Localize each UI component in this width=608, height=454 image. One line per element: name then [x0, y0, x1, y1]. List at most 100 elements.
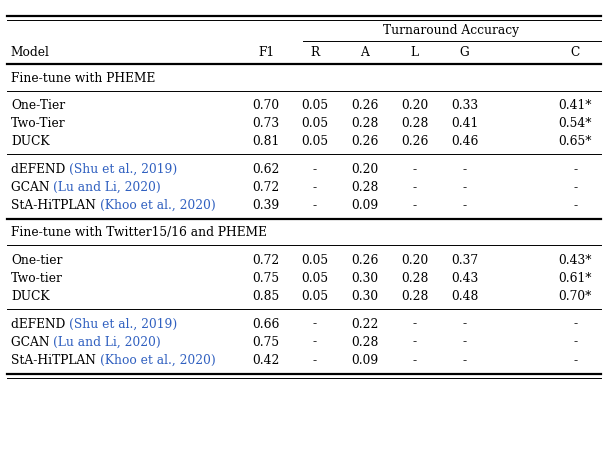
Text: 0.75: 0.75: [253, 272, 280, 285]
Text: G: G: [460, 46, 469, 59]
Text: 0.28: 0.28: [401, 290, 429, 303]
Text: 0.75: 0.75: [253, 336, 280, 349]
Text: 0.05: 0.05: [302, 272, 328, 285]
Text: 0.33: 0.33: [451, 99, 478, 112]
Text: dEFEND: dEFEND: [11, 163, 69, 176]
Text: -: -: [313, 163, 317, 176]
Text: -: -: [413, 181, 416, 194]
Text: (Shu et al., 2019): (Shu et al., 2019): [69, 163, 178, 176]
Text: 0.54*: 0.54*: [558, 117, 592, 130]
Text: 0.20: 0.20: [401, 254, 428, 267]
Text: 0.30: 0.30: [351, 272, 378, 285]
Text: 0.28: 0.28: [351, 336, 379, 349]
Text: -: -: [573, 163, 577, 176]
Text: 0.72: 0.72: [253, 254, 280, 267]
Text: -: -: [463, 318, 466, 331]
Text: -: -: [413, 199, 416, 212]
Text: One-tier: One-tier: [11, 254, 62, 267]
Text: 0.28: 0.28: [351, 117, 379, 130]
Text: C: C: [570, 46, 580, 59]
Text: DUCK: DUCK: [11, 290, 49, 303]
Text: 0.48: 0.48: [451, 290, 478, 303]
Text: GCAN: GCAN: [11, 181, 54, 194]
Text: One-Tier: One-Tier: [11, 99, 65, 112]
Text: 0.73: 0.73: [253, 117, 280, 130]
Text: 0.81: 0.81: [253, 135, 280, 148]
Text: 0.72: 0.72: [253, 181, 280, 194]
Text: 0.70*: 0.70*: [559, 290, 592, 303]
Text: 0.42: 0.42: [252, 354, 280, 367]
Text: 0.65*: 0.65*: [558, 135, 592, 148]
Text: (Lu and Li, 2020): (Lu and Li, 2020): [54, 336, 161, 349]
Text: DUCK: DUCK: [11, 135, 49, 148]
Text: -: -: [573, 354, 577, 367]
Text: 0.37: 0.37: [451, 254, 478, 267]
Text: 0.26: 0.26: [351, 135, 379, 148]
Text: 0.61*: 0.61*: [558, 272, 592, 285]
Text: 0.70: 0.70: [253, 99, 280, 112]
Text: -: -: [313, 181, 317, 194]
Text: -: -: [573, 199, 577, 212]
Text: GCAN: GCAN: [11, 336, 54, 349]
Text: -: -: [463, 336, 466, 349]
Text: -: -: [313, 336, 317, 349]
Text: Fine-tune with PHEME: Fine-tune with PHEME: [11, 72, 155, 84]
Text: 0.43: 0.43: [451, 272, 478, 285]
Text: L: L: [410, 46, 419, 59]
Text: -: -: [413, 354, 416, 367]
Text: -: -: [573, 336, 577, 349]
Text: 0.26: 0.26: [351, 254, 379, 267]
Text: 0.28: 0.28: [401, 117, 429, 130]
Text: Model: Model: [11, 46, 50, 59]
Text: 0.41*: 0.41*: [558, 99, 592, 112]
Text: 0.85: 0.85: [253, 290, 280, 303]
Text: -: -: [463, 163, 466, 176]
Text: -: -: [463, 199, 466, 212]
Text: F1: F1: [258, 46, 274, 59]
Text: 0.43*: 0.43*: [558, 254, 592, 267]
Text: StA-HiTPLAN: StA-HiTPLAN: [11, 354, 100, 367]
Text: 0.26: 0.26: [351, 99, 379, 112]
Text: 0.28: 0.28: [401, 272, 429, 285]
Text: -: -: [573, 318, 577, 331]
Text: 0.09: 0.09: [351, 199, 378, 212]
Text: 0.05: 0.05: [302, 135, 328, 148]
Text: 0.46: 0.46: [451, 135, 478, 148]
Text: (Lu and Li, 2020): (Lu and Li, 2020): [54, 181, 161, 194]
Text: 0.05: 0.05: [302, 99, 328, 112]
Text: 0.22: 0.22: [351, 318, 379, 331]
Text: Fine-tune with Twitter15/16 and PHEME: Fine-tune with Twitter15/16 and PHEME: [11, 227, 267, 239]
Text: 0.05: 0.05: [302, 290, 328, 303]
Text: -: -: [463, 354, 466, 367]
Text: Turnaround Accuracy: Turnaround Accuracy: [383, 25, 519, 37]
Text: Two-tier: Two-tier: [11, 272, 63, 285]
Text: 0.05: 0.05: [302, 117, 328, 130]
Text: 0.30: 0.30: [351, 290, 378, 303]
Text: A: A: [361, 46, 369, 59]
Text: StA-HiTPLAN: StA-HiTPLAN: [11, 199, 100, 212]
Text: 0.62: 0.62: [252, 163, 280, 176]
Text: 0.39: 0.39: [253, 199, 280, 212]
Text: -: -: [413, 336, 416, 349]
Text: (Khoo et al., 2020): (Khoo et al., 2020): [100, 199, 215, 212]
Text: -: -: [463, 181, 466, 194]
Text: R: R: [310, 46, 320, 59]
Text: 0.41: 0.41: [451, 117, 478, 130]
Text: 0.28: 0.28: [351, 181, 379, 194]
Text: dEFEND: dEFEND: [11, 318, 69, 331]
Text: 0.20: 0.20: [401, 99, 428, 112]
Text: -: -: [573, 181, 577, 194]
Text: 0.66: 0.66: [252, 318, 280, 331]
Text: -: -: [313, 354, 317, 367]
Text: -: -: [313, 318, 317, 331]
Text: 0.05: 0.05: [302, 254, 328, 267]
Text: -: -: [313, 199, 317, 212]
Text: (Khoo et al., 2020): (Khoo et al., 2020): [100, 354, 215, 367]
Text: (Shu et al., 2019): (Shu et al., 2019): [69, 318, 178, 331]
Text: Two-Tier: Two-Tier: [11, 117, 66, 130]
Text: -: -: [413, 318, 416, 331]
Text: 0.20: 0.20: [351, 163, 378, 176]
Text: 0.26: 0.26: [401, 135, 429, 148]
Text: -: -: [413, 163, 416, 176]
Text: 0.09: 0.09: [351, 354, 378, 367]
